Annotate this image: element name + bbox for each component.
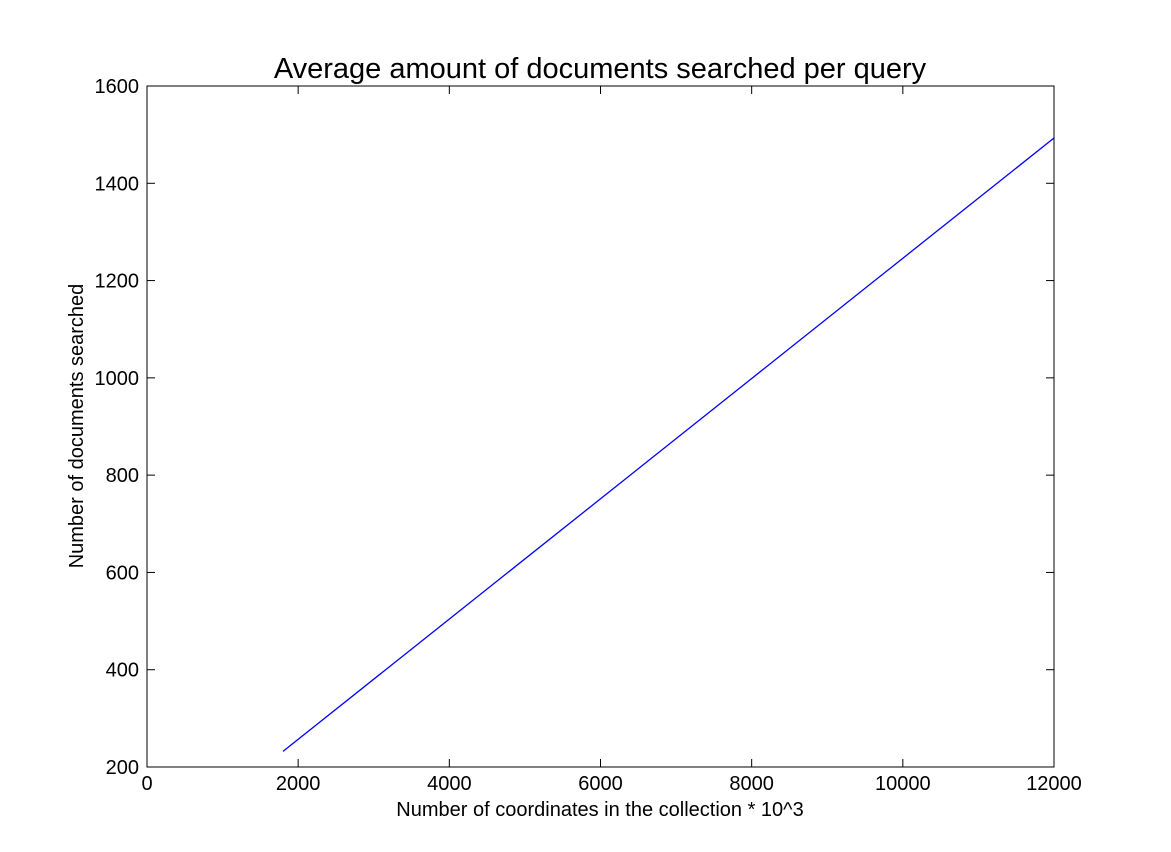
y-tick-label: 1600	[95, 76, 140, 98]
x-axis-title: Number of coordinates in the collection …	[396, 799, 803, 821]
y-tick-label: 1200	[95, 271, 140, 293]
y-tick-label: 200	[106, 757, 139, 779]
y-axis-title: Number of documents searched	[66, 284, 88, 569]
x-tick-label: 0	[141, 773, 152, 795]
y-tick-label: 1000	[95, 368, 140, 390]
series-layer	[282, 137, 1055, 752]
ticks-layer: 0 2000 4000 6000 8000 10000 12000 200 400 600 800 1…	[95, 76, 1082, 795]
plot-frame	[146, 85, 1055, 768]
x-tick-label: 4000	[427, 773, 472, 795]
chart-title: Average amount of documents searched per…	[274, 53, 927, 85]
x-tick-label: 8000	[729, 773, 774, 795]
x-tick-label: 6000	[578, 773, 623, 795]
x-tick-label: 10000	[875, 773, 931, 795]
series-line	[282, 137, 1055, 752]
y-tick-label: 1400	[95, 173, 140, 195]
x-tick-label: 12000	[1026, 773, 1082, 795]
y-tick-label: 600	[106, 562, 139, 584]
x-tick-label: 2000	[276, 773, 321, 795]
y-tick-label: 400	[106, 660, 139, 682]
y-tick-label: 800	[106, 465, 139, 487]
